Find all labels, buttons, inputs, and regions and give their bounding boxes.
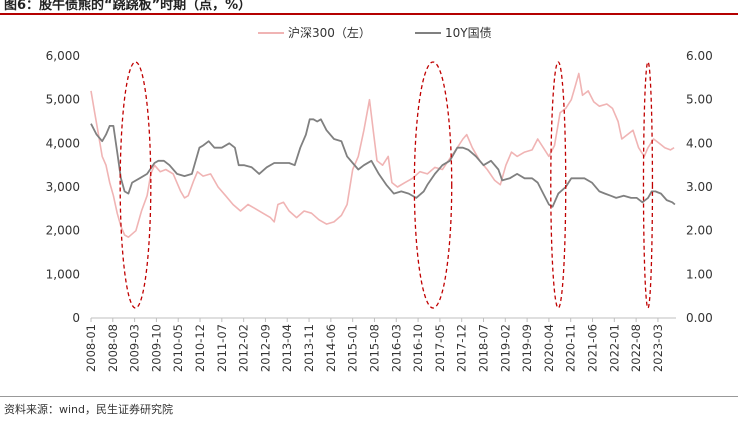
x-tick-label: 2011-07 <box>215 324 229 372</box>
x-tick-label: 2017-05 <box>433 324 447 372</box>
y-left-tick-label: 2,000 <box>46 224 80 238</box>
y-right-tick-label: 3.00 <box>686 180 713 194</box>
x-tick-label: 2014-06 <box>324 324 338 372</box>
x-tick-label: 2017-12 <box>455 324 469 372</box>
source-note: 资料来源：wind，民生证券研究院 <box>4 403 174 416</box>
highlight-ellipse <box>413 61 453 309</box>
x-tick-label: 2009-03 <box>128 324 142 372</box>
x-tick-label: 2016-10 <box>411 324 425 372</box>
x-tick-label: 2020-11 <box>564 324 578 372</box>
x-tick-label: 2012-02 <box>237 324 251 372</box>
y-right-tick-label: 4.00 <box>686 136 713 150</box>
x-tick-label: 2020-04 <box>542 324 556 372</box>
x-tick-label: 2010-12 <box>193 324 207 372</box>
x-tick-label: 2012-09 <box>258 324 272 372</box>
chart-title: 图6：股牛债熊的“跷跷板”时期（点，%） <box>4 0 252 13</box>
series-line-1 <box>90 118 676 208</box>
line-chart: 沪深300（左） 10Y国债 0 1,000 2,000 3,000 4,000 5,000 6… <box>46 25 713 372</box>
y-right-tick-label: 0.00 <box>686 311 713 325</box>
x-tick-label: 2013-11 <box>302 324 316 372</box>
y-left-tick-label: 1,000 <box>46 267 80 281</box>
x-tick-label: 2023-03 <box>651 324 665 372</box>
x-tick-label: 2022-01 <box>607 324 621 372</box>
highlight-ellipse <box>550 61 567 309</box>
y-right-tick-label: 5.00 <box>686 93 713 107</box>
x-tick-label: 2019-02 <box>498 324 512 372</box>
y-left-tick-label: 4,000 <box>46 136 80 150</box>
y-right-tick-label: 2.00 <box>686 224 713 238</box>
x-tick-label: 2015-01 <box>346 324 360 372</box>
y-right-tick-label: 6.00 <box>686 49 713 63</box>
highlight-ellipse <box>642 61 654 309</box>
legend-label-0: 沪深300（左） <box>288 25 371 40</box>
x-tick-label: 2010-05 <box>171 324 185 372</box>
x-tick-label: 2009-10 <box>149 324 163 372</box>
y-left-tick-label: 5,000 <box>46 93 80 107</box>
x-tick-label: 2019-09 <box>520 324 534 372</box>
y-left-tick-label: 6,000 <box>46 49 80 63</box>
footer-rule <box>0 396 738 397</box>
x-tick-label: 2008-08 <box>106 324 120 372</box>
y-left-tick-label: 3,000 <box>46 180 80 194</box>
title-rule <box>0 13 738 15</box>
y-left-tick-label: 0 <box>72 311 80 325</box>
x-tick-label: 2008-01 <box>84 324 98 372</box>
x-tick-label: 2018-07 <box>476 324 490 372</box>
x-tick-label: 2016-03 <box>389 324 403 372</box>
x-tick-label: 2021-06 <box>586 324 600 372</box>
series-line-0 <box>90 72 675 238</box>
highlight-ellipse <box>119 61 152 309</box>
x-tick-label: 2022-08 <box>629 324 643 372</box>
x-tick-label: 2013-04 <box>280 324 294 372</box>
y-right-tick-label: 1.00 <box>686 267 713 281</box>
x-tick-label: 2015-08 <box>367 324 381 372</box>
legend-label-1: 10Y国债 <box>445 26 492 40</box>
